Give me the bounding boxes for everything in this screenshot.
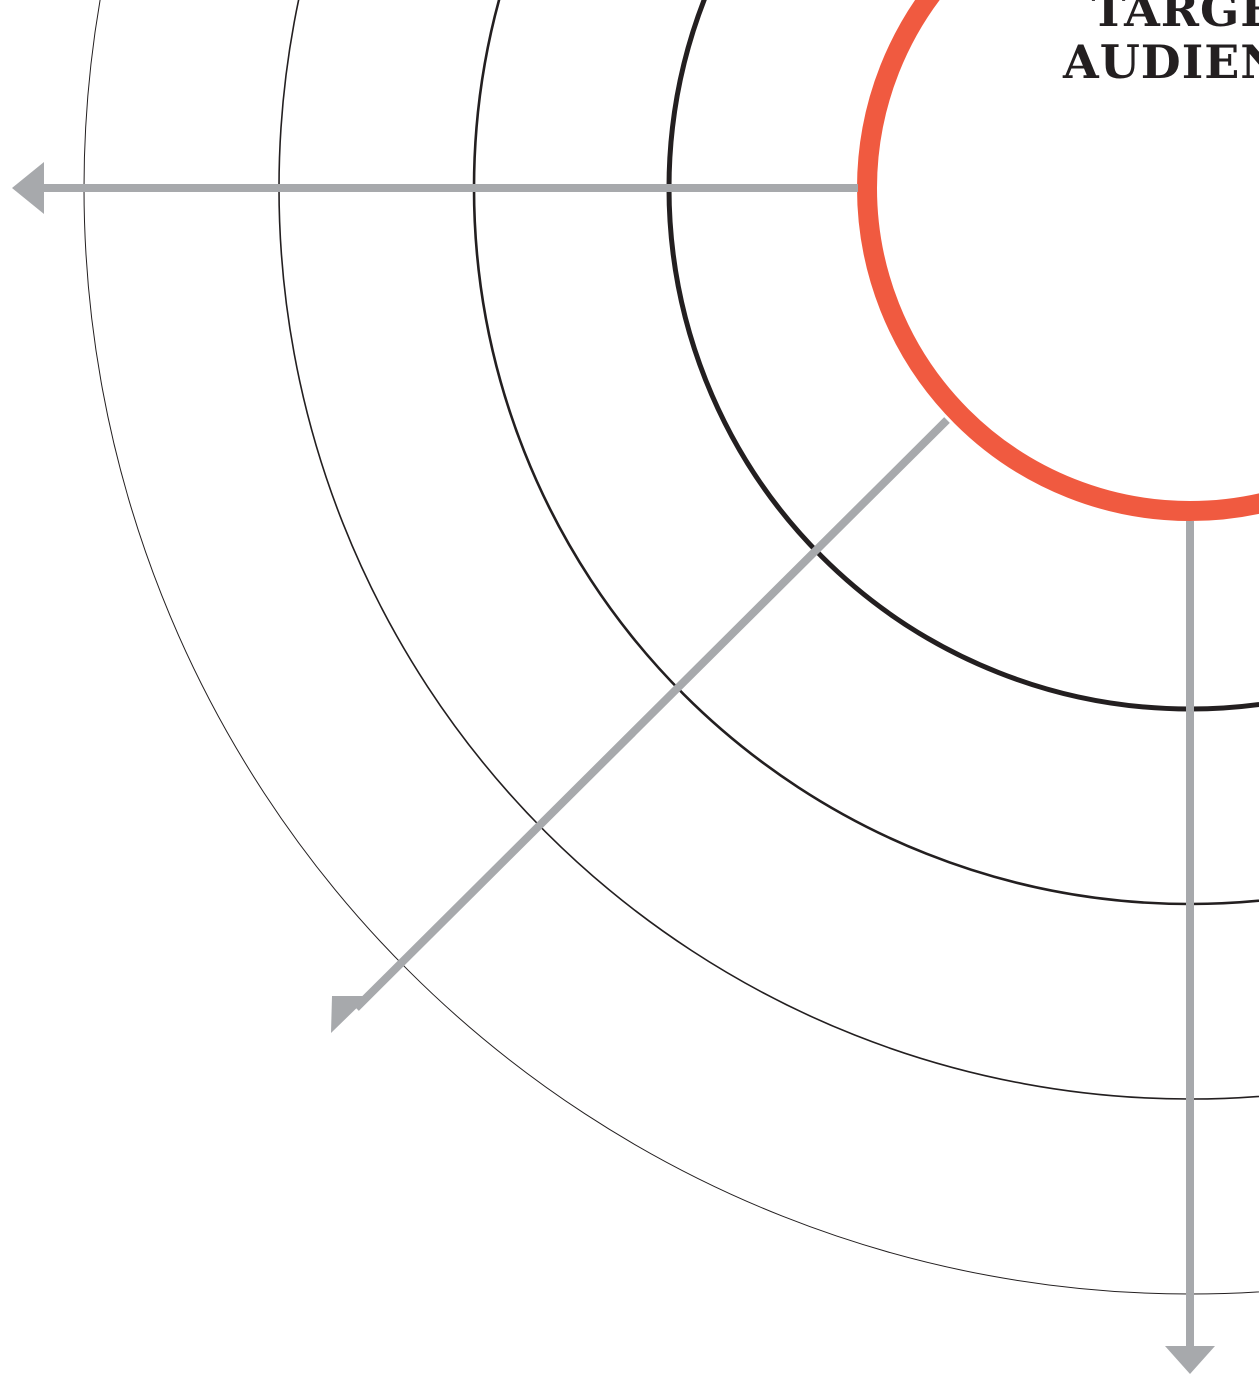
concentric-rings [83, 0, 1259, 1295]
center-label: TARGET AUDIENCE [1062, 0, 1259, 89]
center-label-line-1: TARGET [1091, 0, 1259, 37]
arrow-down-left-shaft [353, 417, 950, 1011]
arrow-down [1165, 521, 1215, 1374]
ring-3 [666, 0, 1259, 712]
arrow-down-left-head [331, 996, 369, 1033]
arrow-down-left [331, 417, 950, 1033]
ring-core [857, 0, 1259, 521]
arrow-left-head [12, 162, 44, 214]
arrow-left [12, 162, 858, 214]
center-label-line-2: AUDIENCE [1062, 35, 1259, 89]
arrow-down-head [1165, 1346, 1215, 1374]
outward-arrows [12, 162, 1215, 1374]
